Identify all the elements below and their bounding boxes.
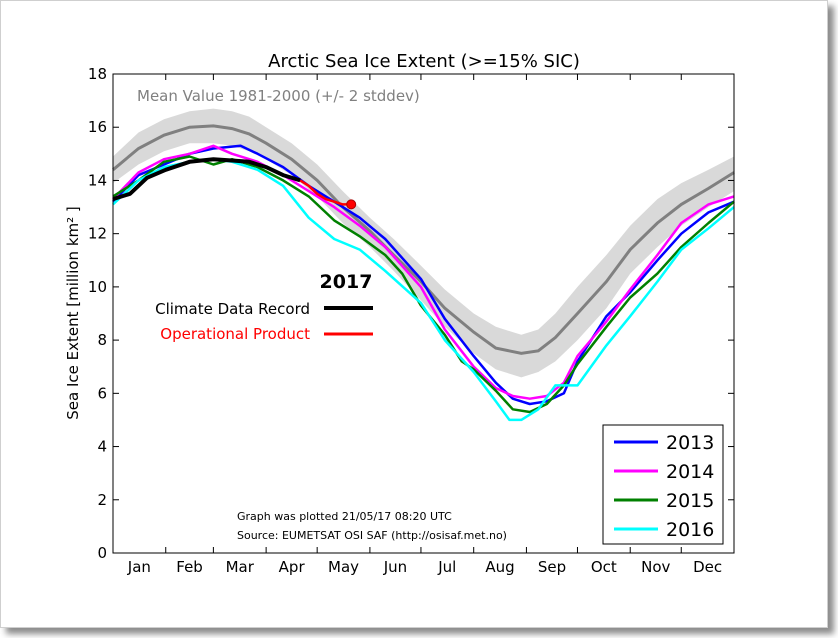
y-tick-label: 14 (88, 171, 107, 189)
series-line-2014 (112, 144, 735, 400)
x-tick-label: Sep (538, 558, 566, 576)
mean-value-label: Mean Value 1981-2000 (+/- 2 stddev) (137, 87, 420, 105)
legend-label: 2016 (666, 519, 714, 541)
series-lines (112, 144, 735, 422)
footnote-plotted: Graph was plotted 21/05/17 08:20 UTC (237, 510, 452, 523)
series-line-2017-climate-data-record (112, 157, 301, 202)
operational-latest-marker (346, 199, 357, 210)
inset-legend: 2017 Climate Data Record Operational Pro… (155, 271, 373, 343)
legend-label: 2015 (666, 490, 714, 512)
x-tick-label: Feb (176, 558, 203, 576)
x-tick-label: Dec (693, 558, 722, 576)
y-tick-label: 4 (97, 438, 107, 456)
y-tick-label: 6 (97, 384, 107, 402)
series-line-2017-operational-product (299, 179, 352, 206)
y-tick-label: 18 (88, 65, 107, 83)
y-tick-label: 0 (97, 544, 107, 562)
x-tick-label: Oct (591, 558, 617, 576)
y-tick-label: 12 (88, 225, 107, 243)
x-tick-label: Mar (226, 558, 255, 576)
x-axis: Jan Feb Mar Apr May Jun Jul Aug Sep Oct Nov Dec (112, 74, 735, 576)
mean-line (112, 124, 735, 355)
op-legend-label: Operational Product (160, 325, 310, 343)
x-tick-label: Apr (279, 558, 306, 576)
x-tick-label: Jul (437, 558, 456, 576)
y-tick-label: 2 (97, 491, 107, 509)
plot-area (112, 108, 735, 422)
y-axis-label: Sea Ice Extent [million km² ] (64, 206, 82, 420)
x-tick-label: Aug (485, 558, 514, 576)
y-tick-label: 8 (97, 331, 107, 349)
footnote-source: Source: EUMETSAT OSI SAF (http://osisaf.… (237, 529, 507, 542)
inset-title: 2017 (320, 271, 373, 293)
year-legend: 2013 2014 2015 2016 (602, 424, 724, 545)
y-tick-label: 10 (88, 278, 107, 296)
x-tick-label: May (328, 558, 359, 576)
y-axis: 0 2 4 6 8 10 12 14 16 18 (88, 65, 734, 562)
legend-label: 2013 (666, 432, 714, 454)
axes-box (112, 73, 735, 554)
legend-label: 2014 (666, 461, 714, 483)
y-tick-label: 16 (88, 118, 107, 136)
legend-box (602, 424, 724, 545)
chart-title: Arctic Sea Ice Extent (>=15% SIC) (268, 51, 580, 72)
x-tick-label: Jan (127, 558, 151, 576)
x-tick-label: Jun (383, 558, 407, 576)
x-tick-label: Nov (641, 558, 670, 576)
cdr-legend-label: Climate Data Record (155, 300, 310, 318)
